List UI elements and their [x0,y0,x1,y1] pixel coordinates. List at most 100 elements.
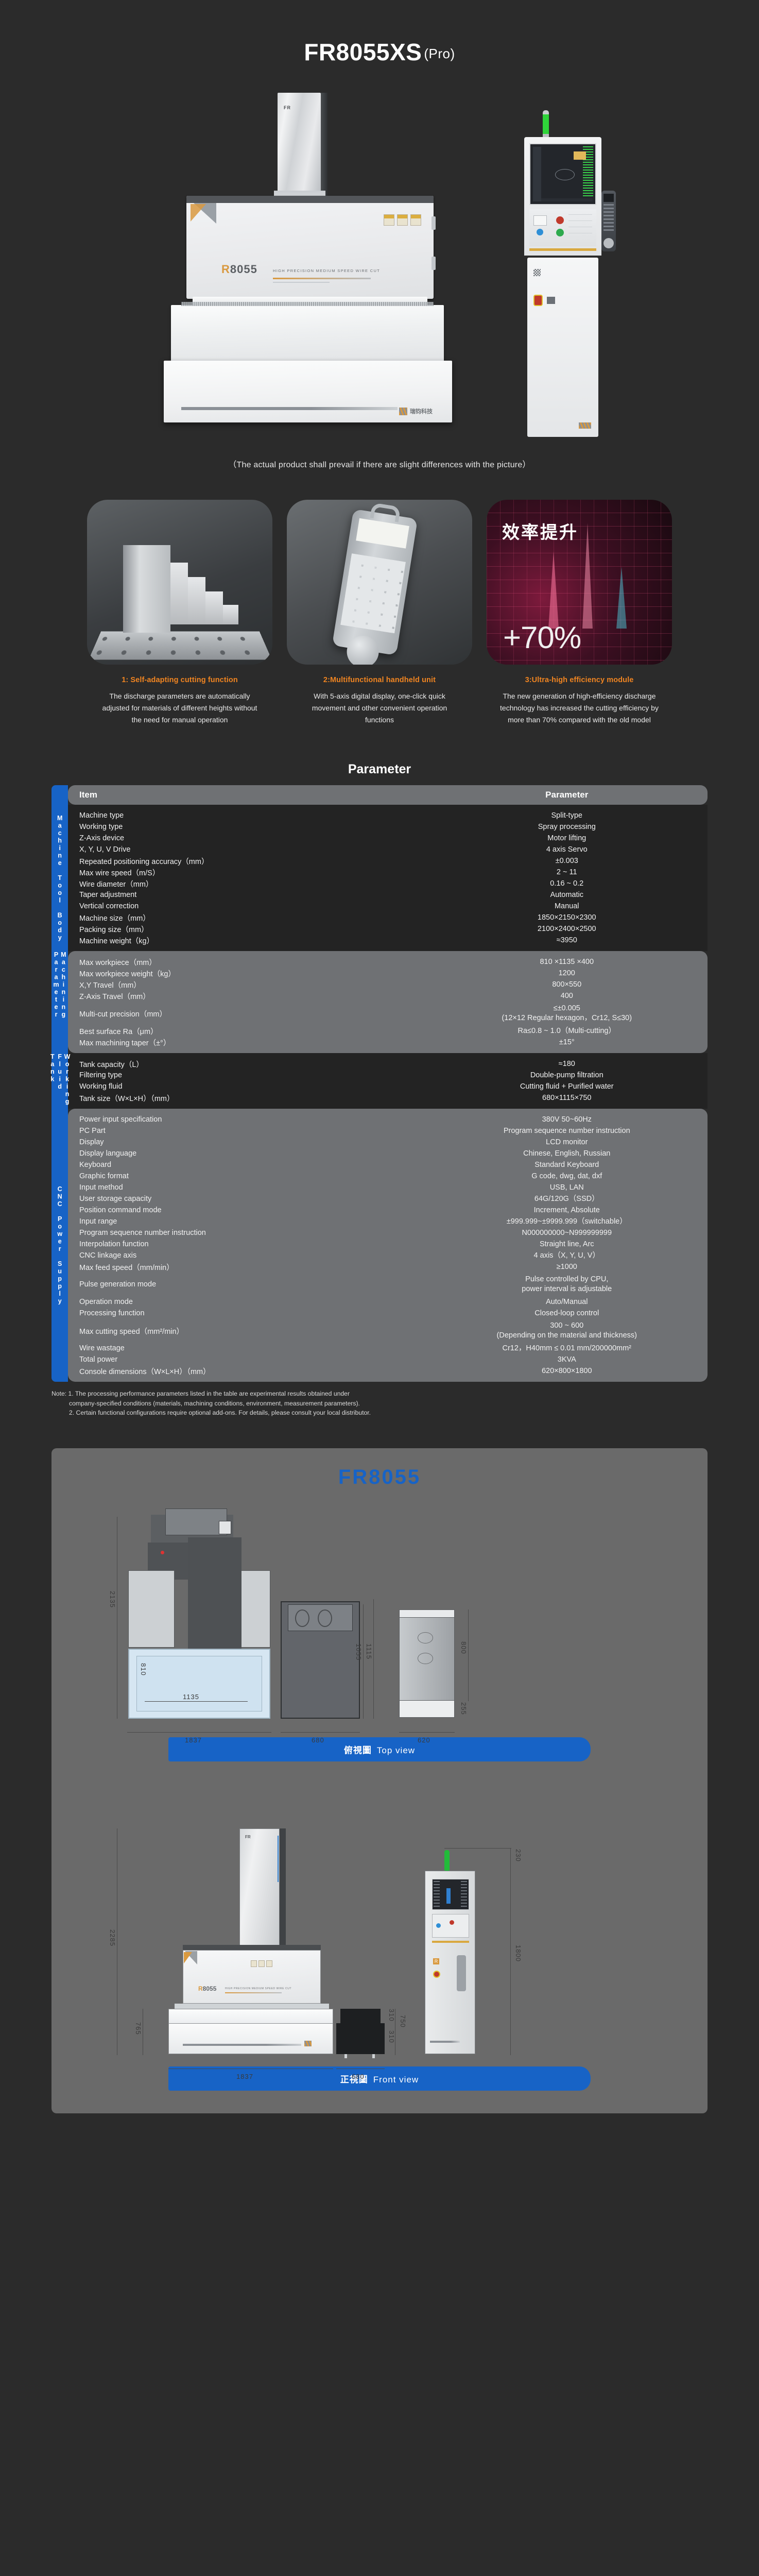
pendant-dial [603,238,614,248]
row-value: Cr12，H40mm ≤ 0.01 mm/200000mm² [502,1344,631,1352]
parameter-group-machining-parameter: Machining Parameter Max workpiece（mm） 810… [51,951,708,1054]
workpiece-step [188,577,205,624]
tv-indicator-dot [161,1551,164,1555]
tv-dimline-cabinet-inner [363,1604,364,1719]
fv-dimline-console-height [510,1872,511,2056]
table-row: Wire diameter（mm） 0.16 ~ 0.2 [68,878,708,889]
parameter-group-working-fluid-tank: Working Fluid Tank Tank capacity（L） ≈180 … [48,1053,708,1109]
table-row: Z-Axis Travel（mm） 400 [68,990,708,1002]
product-photo: FR RUIJUN MACHINERY R8055 HIGH PRECISION… [0,87,759,442]
emergency-stop-icon [533,295,543,306]
warning-icon [397,214,408,226]
workpiece-step [205,591,223,624]
table-row: Position command mode Increment, Absolute [68,1205,708,1216]
row-item: Processing function [79,1309,145,1318]
efficiency-peak [582,523,593,629]
product-disclaimer: （The actual product shall prevail if the… [228,461,531,469]
row-value: 64G/120G（SSD） [534,1194,599,1203]
table-row: Wire wastage Cr12，H40mm ≤ 0.01 mm/200000m… [68,1343,708,1354]
fv-tagline: HIGH PRECISION MEDIUM SPEED WIRE CUT [225,1987,292,1991]
tv-dim-cabinet-depth-inner: 1055 [355,1643,363,1661]
row-value: Ra≤0.8 ~ 1.0（Multi-cutting） [518,1026,616,1035]
feature-image-efficiency: 效率提升 +70% [487,500,672,665]
warning-icon [384,214,394,226]
table-row: Tank size（W×L×H）（mm） 680×1115×750 [68,1092,708,1104]
row-value: ±0.003 [555,856,578,865]
row-item: Display language [79,1149,137,1158]
fv-warning-icon [251,1960,257,1968]
row-item: Pulse generation mode [79,1280,157,1289]
efficiency-peak [616,567,627,629]
handheld-grip [370,502,401,522]
fv-dim-console-height: 1800 [514,1945,522,1962]
row-item: Input range [79,1217,117,1226]
console-cabinet [527,258,598,437]
tv-dimline-machine-width [127,1732,271,1733]
tv-dim-console-offset: 255 [460,1702,468,1715]
row-item: Multi-cut precision（mm） [79,1010,167,1019]
row-value: Program sequence number instruction [503,1126,630,1135]
footnote-line-3: 2. Certain functional configurations req… [69,1409,371,1416]
row-item: Max feed speed（mm/min） [79,1263,174,1272]
fv-dimline-lamp [444,1848,511,1849]
pendant-screen [603,194,614,202]
console-logo-slash-icon [579,422,591,429]
row-item: Z-Axis Travel（mm） [79,992,150,1001]
row-value: USB, LAN [549,1183,584,1192]
fv-dim-foot-b: 310 [388,2030,395,2043]
fv-tower [239,1828,280,1946]
top-view-drawing: 2135 810 1135 1115 1055 800 255 1837 680… [96,1503,663,1744]
parameter-group-machine-tool-body: Machine Tool Body Machine type Split-type… [51,805,708,952]
console-accent-stripe [529,248,596,251]
tv-left-rail [128,1570,175,1648]
tv-dimline-console-width [399,1732,455,1733]
drawing-logo: FR8055 [338,1466,421,1489]
fv-head-top [183,1945,321,1952]
efficiency-peak [548,551,559,629]
fv-screen-right-menu [461,1881,467,1908]
table-row: X, Y, U, V Drive 4 axis Servo [68,844,708,855]
row-item: Machine size（mm） [79,914,150,923]
fv-warning-icon [258,1960,265,1968]
row-value: 4 axis（X, Y, U, V） [533,1251,600,1260]
feature-image-self-adapting-cutting [87,500,272,665]
row-value: 4 axis Servo [546,845,588,854]
row-item: Graphic format [79,1172,129,1181]
row-item: Machine type [79,811,124,820]
handheld-display [356,518,409,549]
row-value: G code, dwg, dat, dxf [531,1172,602,1180]
row-item: Tank size（W×L×H）（mm） [79,1094,175,1103]
feature-title: 3:Ultra-high efficiency module [525,676,634,684]
fv-dim-lamp-height: 230 [514,1849,522,1862]
decor-triangle-orange [191,204,206,222]
tank-mesh-grille [181,302,434,306]
tv-tower-plan [165,1509,227,1536]
row-item: Working fluid [79,1082,123,1091]
tagline-bar-secondary [273,282,330,283]
top-view-label-bar: 俯視圖 Top view [168,1737,591,1762]
table-row: Max feed speed（mm/min） ≥1000 [68,1261,708,1273]
fv-console-bar [430,2041,460,2043]
tv-console-hole [418,1653,433,1665]
fv-screen-left-menu [434,1881,440,1908]
row-item: Wire wastage [79,1344,125,1353]
fv-pendant-icon [457,1955,466,1992]
efficiency-badge-cn: 效率提升 [502,523,578,543]
table-row: User storage capacity 64G/120G（SSD） [68,1193,708,1205]
row-item: Input method [79,1183,123,1192]
group-label-text: Working Fluid Tank [48,1053,71,1106]
table-row: Max machining taper（±°） ±15° [68,1037,708,1048]
wire-cut-machine-illustration: FR RUIJUN MACHINERY R8055 HIGH PRECISION… [152,87,503,437]
row-value: Manual [554,902,579,910]
tv-dimline-cabinet-outer [373,1599,374,1719]
warning-icon [410,214,421,226]
row-item: CNC linkage axis [79,1251,137,1260]
row-item: Max wire speed（m/S） [79,869,160,877]
row-value: ≤±0.005 (12×12 Regular hexagon，Cr12, S≤3… [502,1004,632,1023]
fv-model-badge: R8055 [198,1985,217,1993]
model-number: 8055 [230,263,257,276]
machine-head-housing: R8055 HIGH PRECISION MEDIUM SPEED WIRE C… [186,196,436,299]
row-value: Chinese, English, Russian [523,1149,611,1158]
fv-machine-shelf [175,2004,329,2009]
tv-dim-console-depth: 800 [460,1641,468,1654]
